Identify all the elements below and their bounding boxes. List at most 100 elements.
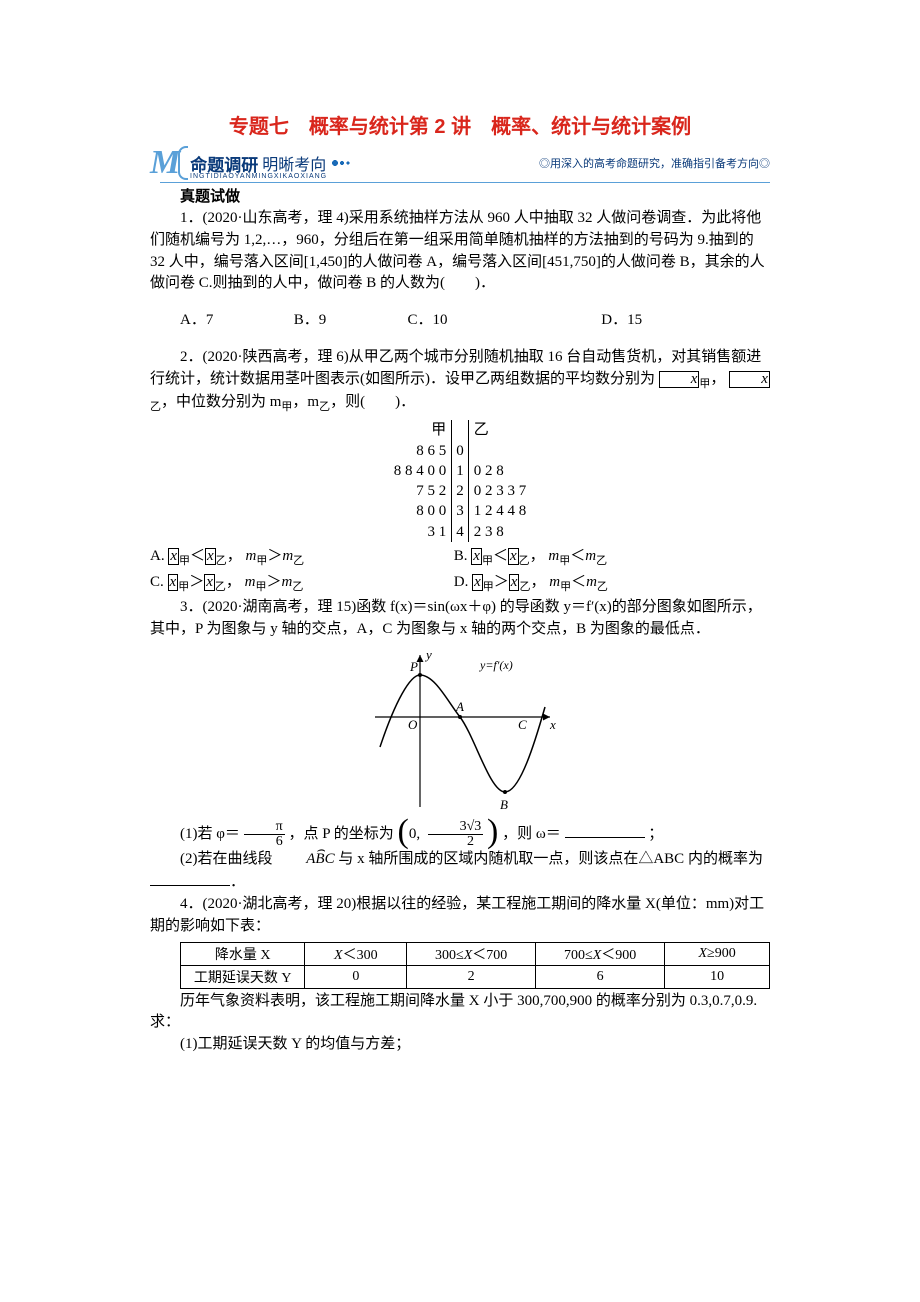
banner-right: ◎用深入的高考命题研究，准确指引备考方向◎ (539, 155, 770, 171)
q2b-r1: ＜ (493, 548, 508, 564)
q2a-m2: m (282, 548, 293, 564)
q3-text: 3．(2020·湖南高考，理 15)函数 f(x)＝sin(ωx＋φ) 的导函数… (150, 597, 770, 641)
q2a-x1: x (168, 548, 179, 565)
q2b-pre: B. (454, 548, 468, 564)
q3p1-tail: ； (648, 826, 663, 842)
q4-table: 降水量 X X＜300 300≤X＜700 700≤X＜900 X≥900 工期… (180, 942, 770, 989)
q2b-s3: 甲 (559, 555, 570, 567)
q2b-m1: m (548, 548, 559, 564)
q3-label-c: C (518, 717, 527, 732)
q3p2-tail: ． (230, 874, 245, 890)
sl-r0-r (468, 441, 531, 461)
q3p1-f1n: π (244, 820, 285, 835)
q3-label-y: y (424, 647, 432, 662)
q2d-m2: m (586, 574, 597, 590)
q2c-r2: ＞ (266, 574, 281, 590)
q3p2-blank (150, 870, 230, 886)
banner-label: 命题调研 (190, 151, 258, 176)
q4-tail2: (1)工期延误天数 Y 的均值与方差； (150, 1034, 770, 1056)
sl-r2-s: 2 (452, 481, 469, 501)
q3-part1: (1)若 φ＝ π6 ，点 P 的坐标为 (0, 3√32 ) ，则 ω＝ ； (150, 819, 770, 849)
sl-r4-l: 3 1 (389, 522, 452, 542)
sl-r3-l: 8 0 0 (389, 501, 452, 521)
banner-bracket-icon (178, 146, 188, 180)
q1-opt-c: C．10 (408, 310, 598, 332)
q3p1-f2n: 3√3 (428, 820, 484, 835)
banner-logo-letter: M (150, 144, 176, 182)
banner-pinyin: INGTIDIAOYANMINGXIKAOXIANG (190, 173, 327, 180)
q3-label-b: B (500, 797, 508, 812)
q2-sub-jia-2: 甲 (281, 401, 292, 413)
q2-xbar-yi: x (729, 371, 770, 388)
q3p1-mid: ，点 P 的坐标为 (288, 826, 393, 842)
q4-r3: 6 (536, 965, 665, 988)
q2a-s2: 乙 (216, 555, 227, 567)
q2b-s4: 乙 (596, 555, 607, 567)
q2d-r1: ＞ (494, 574, 509, 590)
q4-h0: 降水量 X (181, 942, 305, 965)
q2a-s4: 乙 (293, 555, 304, 567)
stem-leaf-plot: 甲 乙 8 6 50 8 8 4 0 010 2 8 7 5 220 2 3 3… (389, 420, 532, 542)
q3p1-post: ，则 ω＝ (502, 826, 561, 842)
q3p2-pre: (2)若在曲线段 (180, 851, 276, 867)
q2a-s1: 甲 (179, 555, 190, 567)
q2a-s3: 甲 (256, 555, 267, 567)
sl-r3-s: 3 (452, 501, 469, 521)
q2c-r1: ＞ (189, 574, 204, 590)
sl-r1-r: 0 2 8 (468, 461, 531, 481)
banner-dots-icon (330, 158, 350, 168)
q4-h4: X≥900 (665, 942, 770, 965)
banner-sub: 明晰考向 (262, 151, 326, 175)
q3p1-blank (565, 822, 645, 838)
q2c-pre: C. (150, 574, 164, 590)
section-head: 真题试做 (180, 185, 770, 206)
sl-head-right: 乙 (468, 420, 531, 440)
q1-opt-d: D．15 (601, 310, 642, 332)
q4-h2: 300≤X＜700 (407, 942, 536, 965)
sl-r3-r: 1 2 4 4 8 (468, 501, 531, 521)
q1-opt-b: B．9 (294, 310, 404, 332)
q2b-r2: ＜ (570, 548, 585, 564)
sl-r4-r: 2 3 8 (468, 522, 531, 542)
q3-label-o: O (408, 717, 418, 732)
q2-sub-jia-1: 甲 (699, 378, 710, 390)
q2b-s2: 乙 (519, 555, 530, 567)
sl-r0-s: 0 (452, 441, 469, 461)
q3p1-cx: 0 (409, 826, 417, 842)
page-root: 专题七 概率与统计第 2 讲 概率、统计与统计案例 M 命题调研 明晰考向 IN… (0, 0, 920, 1096)
q2c-m2: m (282, 574, 293, 590)
main-title: 专题七 概率与统计第 2 讲 概率、统计与统计案例 (150, 110, 770, 139)
q1-options: A．7 B．9 C．10 D．15 (180, 310, 770, 332)
q1-opt-a: A．7 (180, 310, 290, 332)
q2d-x1: x (472, 574, 483, 591)
sl-r0-l: 8 6 5 (389, 441, 452, 461)
q2d-s4: 乙 (597, 581, 608, 593)
q3p2-arc: ABC (276, 849, 334, 871)
q2a-x2: x (205, 548, 216, 565)
q3p1-rparen-icon: ) (487, 813, 498, 850)
q2c-m1: m (245, 574, 256, 590)
q2b-s1: 甲 (482, 555, 493, 567)
banner-rule (160, 182, 770, 183)
q2d-s1: 甲 (483, 581, 494, 593)
sl-r2-r: 0 2 3 3 7 (468, 481, 531, 501)
q4-h3: 700≤X＜900 (536, 942, 665, 965)
q2a-r2: ＞ (267, 548, 282, 564)
q2-opt-c: C. x甲＞x乙， m甲＞m乙 (150, 570, 450, 597)
q2c-s2: 乙 (215, 581, 226, 593)
q4-h1: X＜300 (305, 942, 407, 965)
q2d-pre: D. (454, 574, 469, 590)
q4-r2: 2 (407, 965, 536, 988)
sl-head-left: 甲 (389, 420, 452, 440)
q2-opt-b: B. x甲＜x乙， m甲＜m乙 (454, 544, 607, 571)
banner: M 命题调研 明晰考向 INGTIDIAOYANMINGXIKAOXIANG ◎… (150, 145, 770, 181)
q2-sub-yi-2: 乙 (319, 401, 330, 413)
q4-r0: 工期延误天数 Y (181, 965, 305, 988)
q2-mid2: ，中位数分别为 m (161, 394, 281, 410)
q2-sub-yi-1: 乙 (150, 401, 161, 413)
q2b-x1: x (471, 548, 482, 565)
q2d-m1: m (549, 574, 560, 590)
sl-head-stem (452, 420, 469, 440)
q3-label-a: A (455, 699, 464, 714)
q2b-x2: x (508, 548, 519, 565)
